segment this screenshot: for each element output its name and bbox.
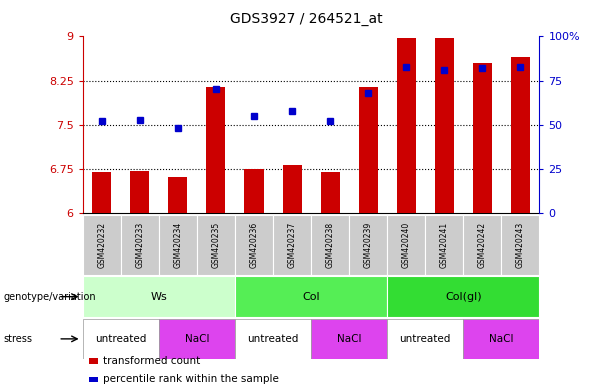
Text: transformed count: transformed count (103, 356, 200, 366)
Text: GSM420233: GSM420233 (135, 222, 144, 268)
Bar (283, 165, 302, 213)
Bar (397, 38, 416, 213)
Text: GSM420236: GSM420236 (249, 222, 259, 268)
Text: GSM420242: GSM420242 (478, 222, 487, 268)
Text: GDS3927 / 264521_at: GDS3927 / 264521_at (230, 12, 383, 25)
Bar (83, 319, 159, 359)
Bar (387, 319, 463, 359)
Text: genotype/variation: genotype/variation (3, 291, 96, 302)
Bar (245, 169, 264, 213)
Text: GSM420243: GSM420243 (516, 222, 525, 268)
Text: untreated: untreated (248, 334, 299, 344)
Bar (511, 57, 530, 213)
Text: NaCl: NaCl (185, 334, 209, 344)
Bar (311, 215, 349, 275)
Text: untreated: untreated (95, 334, 147, 344)
Bar (159, 319, 235, 359)
Bar (349, 215, 387, 275)
Text: GSM420237: GSM420237 (287, 222, 297, 268)
Bar (121, 215, 159, 275)
Bar (169, 177, 188, 213)
Text: GSM420239: GSM420239 (364, 222, 373, 268)
Bar (131, 171, 150, 213)
Bar (93, 172, 112, 213)
Text: GSM420240: GSM420240 (402, 222, 411, 268)
Text: untreated: untreated (400, 334, 451, 344)
Bar (473, 63, 492, 213)
Text: percentile rank within the sample: percentile rank within the sample (103, 374, 279, 384)
Bar (207, 86, 226, 213)
Bar (83, 215, 121, 275)
Bar (501, 215, 539, 275)
Bar (159, 215, 197, 275)
Text: Col(gl): Col(gl) (445, 291, 482, 302)
Bar (235, 215, 273, 275)
Bar (463, 319, 539, 359)
Text: GSM420232: GSM420232 (97, 222, 106, 268)
Text: NaCl: NaCl (489, 334, 514, 344)
Bar (387, 276, 539, 317)
Bar (387, 215, 425, 275)
Bar (235, 276, 387, 317)
Text: GSM420238: GSM420238 (326, 222, 335, 268)
Bar (273, 215, 311, 275)
Text: GSM420235: GSM420235 (211, 222, 221, 268)
Text: Col: Col (302, 291, 320, 302)
Text: stress: stress (3, 334, 32, 344)
Text: Ws: Ws (151, 291, 167, 302)
Bar (311, 319, 387, 359)
Text: GSM420241: GSM420241 (440, 222, 449, 268)
Text: GSM420234: GSM420234 (173, 222, 183, 268)
Bar (197, 215, 235, 275)
Bar (359, 86, 378, 213)
Bar (435, 38, 454, 213)
Bar (83, 276, 235, 317)
Text: NaCl: NaCl (337, 334, 362, 344)
Bar (425, 215, 463, 275)
Bar (235, 319, 311, 359)
Bar (463, 215, 501, 275)
Bar (321, 172, 340, 213)
